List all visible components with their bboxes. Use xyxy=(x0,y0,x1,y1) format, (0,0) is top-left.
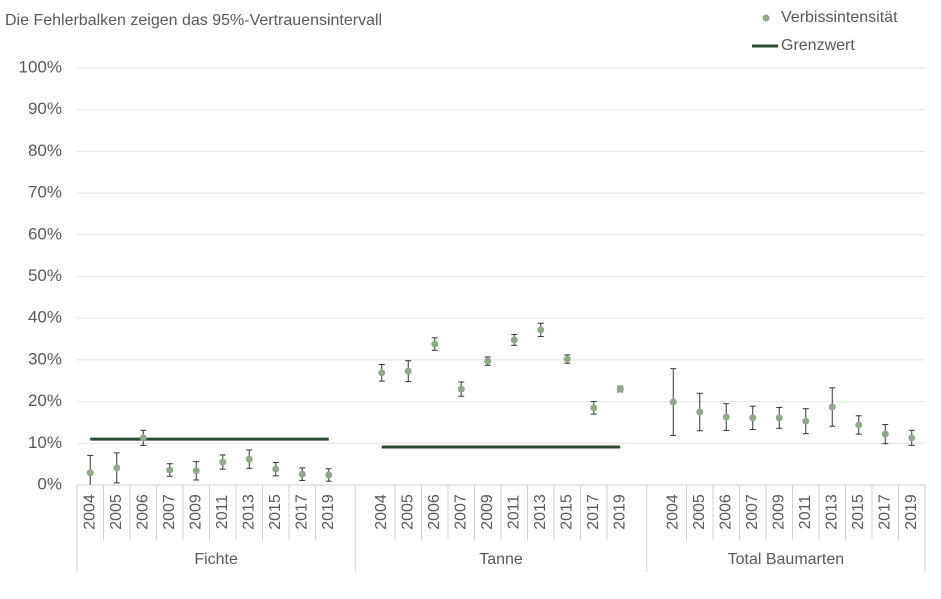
data-point xyxy=(855,421,863,429)
x-tick-label: 2017 xyxy=(293,494,310,530)
group-label: Total Baumarten xyxy=(728,551,845,568)
data-point xyxy=(537,326,545,334)
x-tick-label: 2007 xyxy=(744,494,761,530)
x-tick-label: 2013 xyxy=(240,494,257,530)
x-tick-label: 2019 xyxy=(320,494,337,530)
data-point xyxy=(696,408,704,416)
data-point xyxy=(192,467,200,475)
data-point xyxy=(510,336,518,344)
data-point xyxy=(219,458,227,466)
y-tick-label: 40% xyxy=(28,308,62,327)
x-tick-label: 2017 xyxy=(876,494,893,530)
data-point xyxy=(881,430,889,438)
x-tick-label: 2015 xyxy=(267,494,284,530)
x-tick-label: 2013 xyxy=(823,494,840,530)
y-tick-label: 60% xyxy=(28,224,62,243)
y-tick-label: 90% xyxy=(28,99,62,118)
x-tick-label: 2015 xyxy=(850,494,867,530)
x-tick-label: 2004 xyxy=(664,494,681,530)
data-point xyxy=(378,369,386,377)
y-tick-label: 70% xyxy=(28,183,62,202)
x-tick-label: 2017 xyxy=(585,494,602,530)
x-tick-label: 2006 xyxy=(134,494,151,530)
y-tick-label: 20% xyxy=(28,391,62,410)
chart-title: Die Fehlerbalken zeigen das 95%-Vertraue… xyxy=(5,12,382,29)
data-point xyxy=(404,367,412,375)
data-point xyxy=(245,455,253,463)
y-tick-label: 10% xyxy=(28,433,62,452)
x-tick-label: 2004 xyxy=(373,494,390,530)
legend-marker xyxy=(762,14,770,22)
data-point xyxy=(484,357,492,365)
x-tick-label: 2007 xyxy=(161,494,178,530)
data-point xyxy=(669,398,677,406)
group-label: Fichte xyxy=(194,551,238,568)
y-tick-label: 30% xyxy=(28,349,62,368)
x-tick-label: 2019 xyxy=(611,494,628,530)
data-point xyxy=(590,404,598,412)
group-label: Tanne xyxy=(479,551,523,568)
x-tick-label: 2019 xyxy=(903,494,920,530)
data-point xyxy=(113,464,121,472)
data-point xyxy=(722,413,730,421)
data-point xyxy=(139,434,147,442)
legend-label: Grenzwert xyxy=(781,37,855,54)
x-tick-label: 2006 xyxy=(426,494,443,530)
x-tick-label: 2013 xyxy=(532,494,549,530)
plot-area xyxy=(86,322,916,485)
x-tick-label: 2009 xyxy=(187,494,204,530)
data-point xyxy=(802,417,810,425)
data-point xyxy=(749,414,757,422)
legend-label: Verbissintensität xyxy=(781,9,898,26)
x-tick-label: 2005 xyxy=(399,494,416,530)
y-tick-label: 50% xyxy=(28,266,62,285)
x-tick-label: 2009 xyxy=(770,494,787,530)
y-tick-label: 100% xyxy=(19,57,62,76)
x-tick-label: 2007 xyxy=(452,494,469,530)
data-point xyxy=(775,414,783,422)
data-point xyxy=(431,340,439,348)
data-point xyxy=(325,471,333,479)
y-tick-label: 0% xyxy=(37,474,62,493)
x-tick-label: 2011 xyxy=(505,495,522,530)
data-point xyxy=(86,469,94,477)
data-point xyxy=(828,403,836,411)
x-tick-label: 2011 xyxy=(797,495,814,530)
data-point xyxy=(616,385,624,393)
x-tick-label: 2005 xyxy=(691,494,708,530)
x-tick-label: 2011 xyxy=(214,495,231,530)
data-point xyxy=(563,355,571,363)
data-point xyxy=(166,466,174,474)
x-tick-label: 2004 xyxy=(81,494,98,530)
y-tick-label: 80% xyxy=(28,141,62,160)
x-tick-label: 2005 xyxy=(108,494,125,530)
data-point xyxy=(908,434,916,442)
x-tick-label: 2009 xyxy=(479,494,496,530)
data-point xyxy=(457,385,465,393)
x-tick-label: 2006 xyxy=(717,494,734,530)
x-tick-label: 2015 xyxy=(558,494,575,530)
data-point xyxy=(272,465,280,473)
data-point xyxy=(298,470,306,478)
